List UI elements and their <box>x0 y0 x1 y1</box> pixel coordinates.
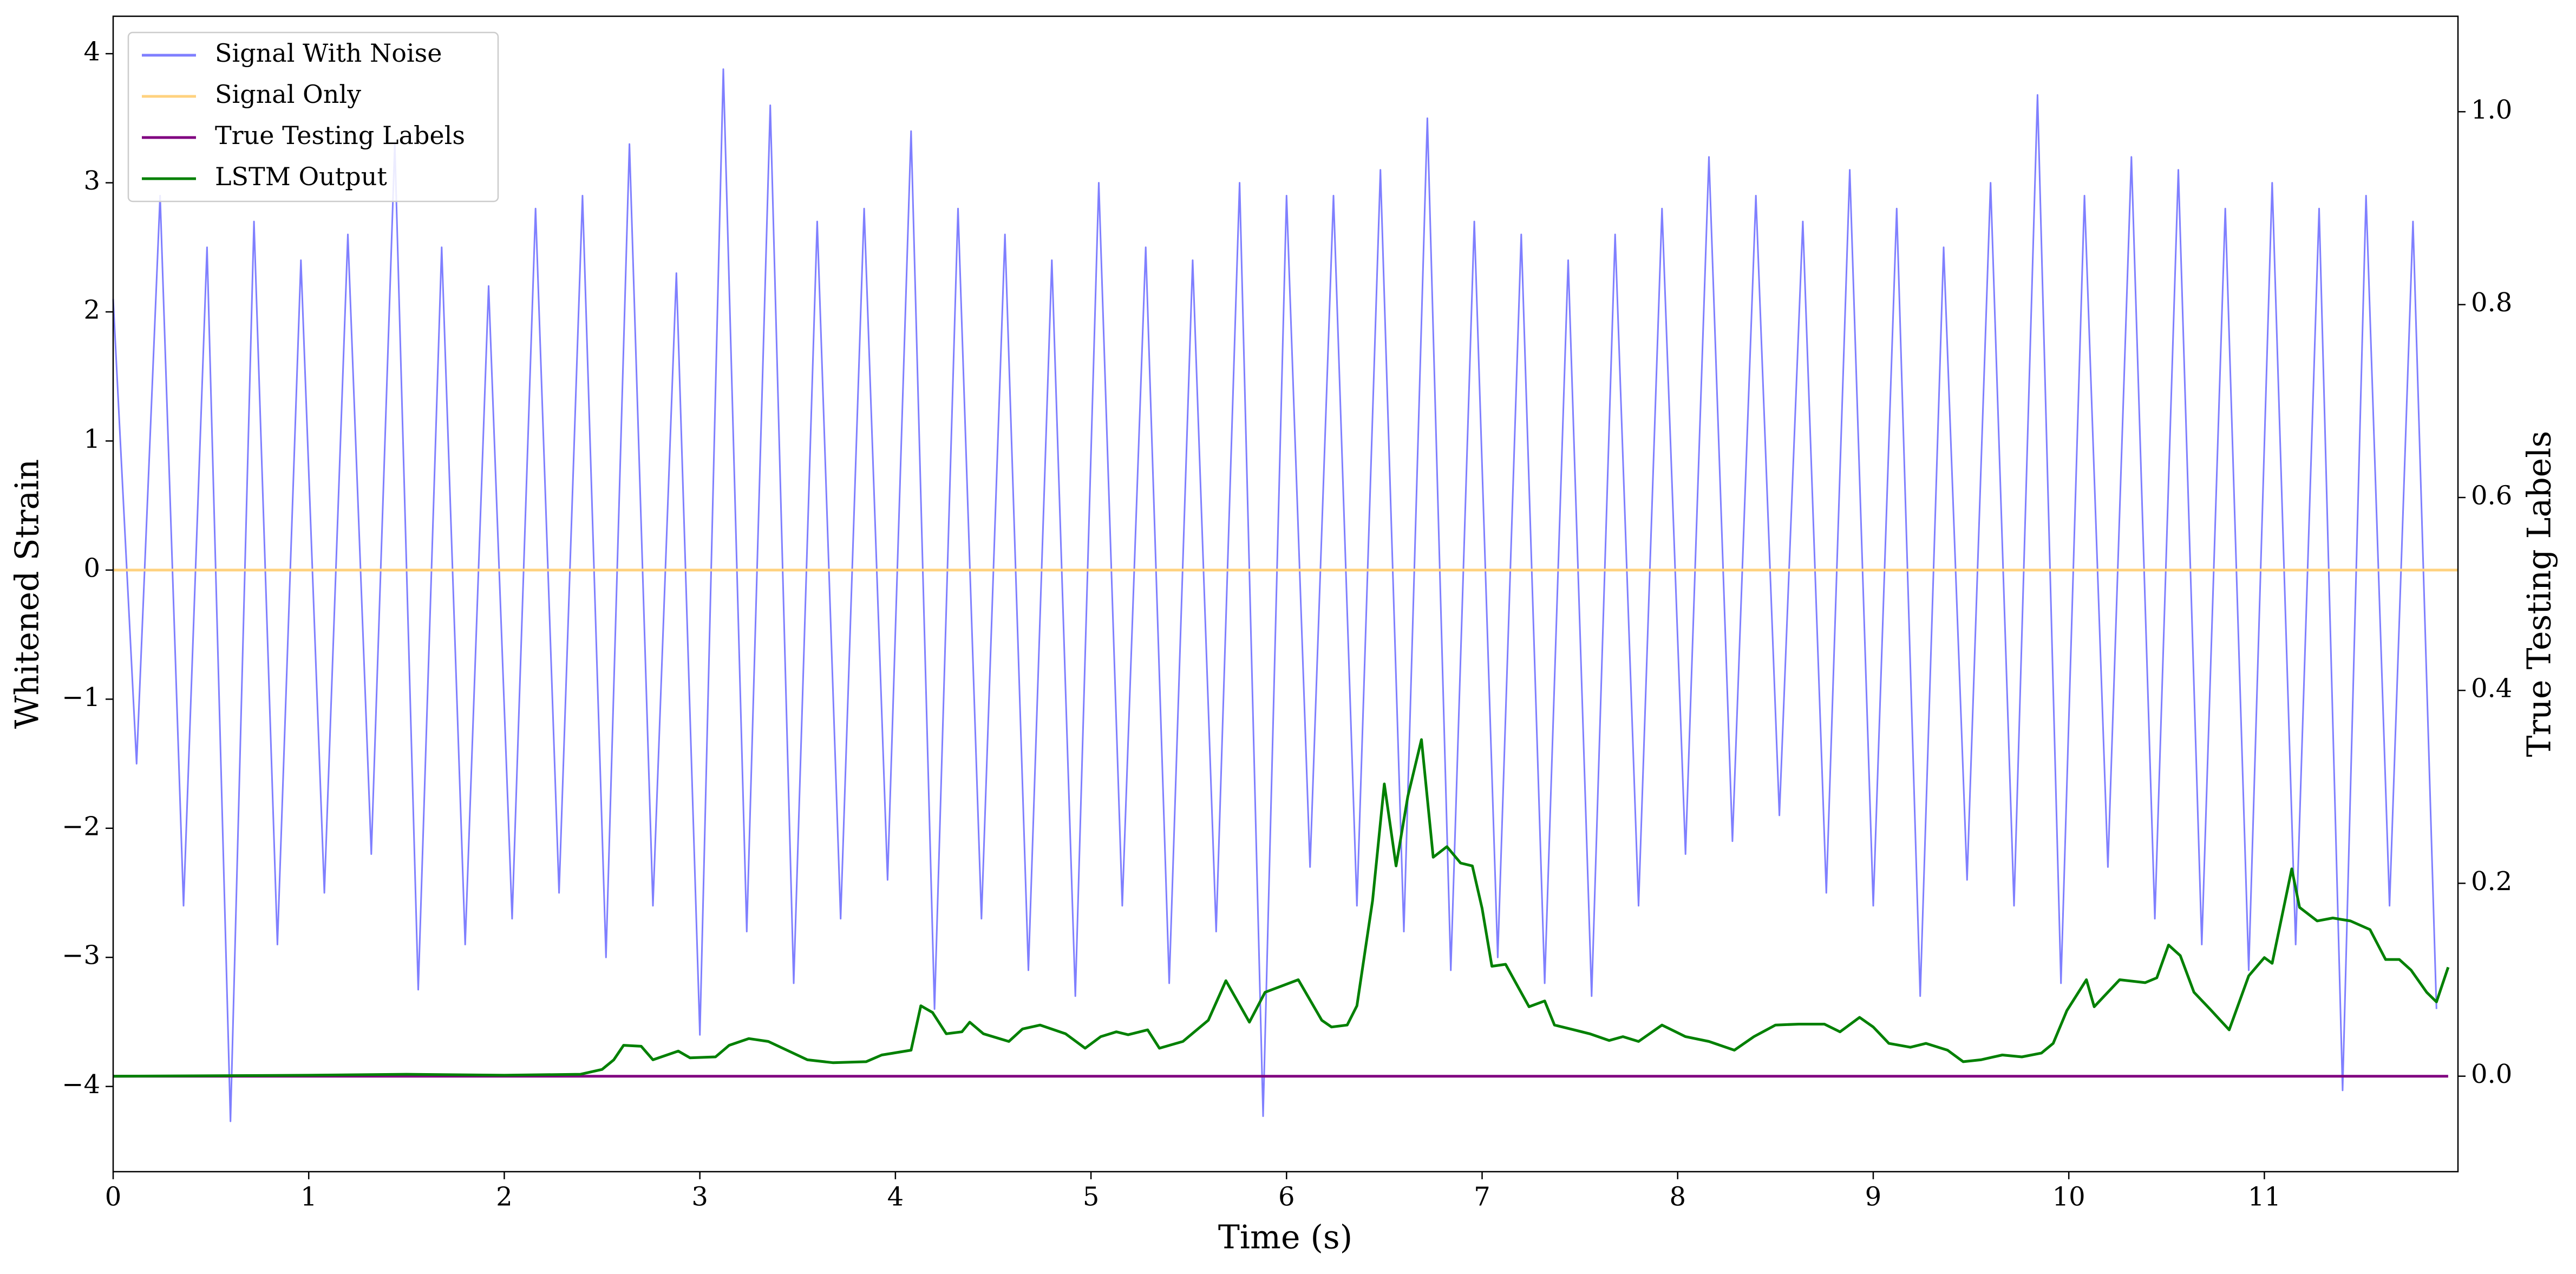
y-axis-label: Whitened Strain <box>9 459 47 729</box>
x-tick-label: 11 <box>2248 1182 2281 1212</box>
series-line <box>113 738 2450 1078</box>
x-tick-label: 4 <box>887 1182 904 1212</box>
legend-label: Signal Only <box>215 80 361 109</box>
y2-tick-label: 0.2 <box>2471 866 2512 897</box>
x-tick-label: 1 <box>300 1182 317 1212</box>
x-tick-label: 9 <box>1865 1182 1882 1212</box>
legend-box <box>127 31 499 202</box>
y2-tick-label: 0.0 <box>2471 1059 2512 1089</box>
y-tick-label: 3 <box>83 166 100 196</box>
y-tick-label: 2 <box>83 295 100 325</box>
x-tick-label: 10 <box>2052 1182 2085 1212</box>
legend-label: LSTM Output <box>215 162 387 191</box>
x-tick-label: 8 <box>1669 1182 1686 1212</box>
x-tick-label: 6 <box>1278 1182 1295 1212</box>
x-tick-label: 5 <box>1083 1182 1100 1212</box>
y2-axis-label: True Testing Labels <box>2521 431 2559 757</box>
y-tick-label: 0 <box>83 553 100 583</box>
series-line <box>112 68 2437 1122</box>
x-tick-label: 3 <box>691 1182 708 1212</box>
x-tick-label: 0 <box>105 1182 122 1212</box>
y-tick-label: −2 <box>62 811 100 841</box>
y-tick-label: −4 <box>62 1069 100 1100</box>
x-tick-label: 7 <box>1474 1182 1490 1212</box>
plot-frame <box>112 15 2459 1173</box>
y-tick-label: 4 <box>83 37 100 67</box>
y2-tick-label: 1.0 <box>2471 95 2512 125</box>
legend-label: True Testing Labels <box>215 121 465 150</box>
y-tick-label: 1 <box>83 424 100 454</box>
y2-tick-label: 0.6 <box>2471 480 2512 511</box>
y-tick-label: −3 <box>62 940 100 971</box>
y2-tick-label: 0.4 <box>2471 674 2512 704</box>
y2-tick-label: 0.8 <box>2471 288 2512 318</box>
x-tick-label: 2 <box>496 1182 513 1212</box>
legend-label: Signal With Noise <box>215 38 442 68</box>
y-tick-label: −1 <box>62 682 100 713</box>
x-axis-label: Time (s) <box>1218 1219 1352 1257</box>
